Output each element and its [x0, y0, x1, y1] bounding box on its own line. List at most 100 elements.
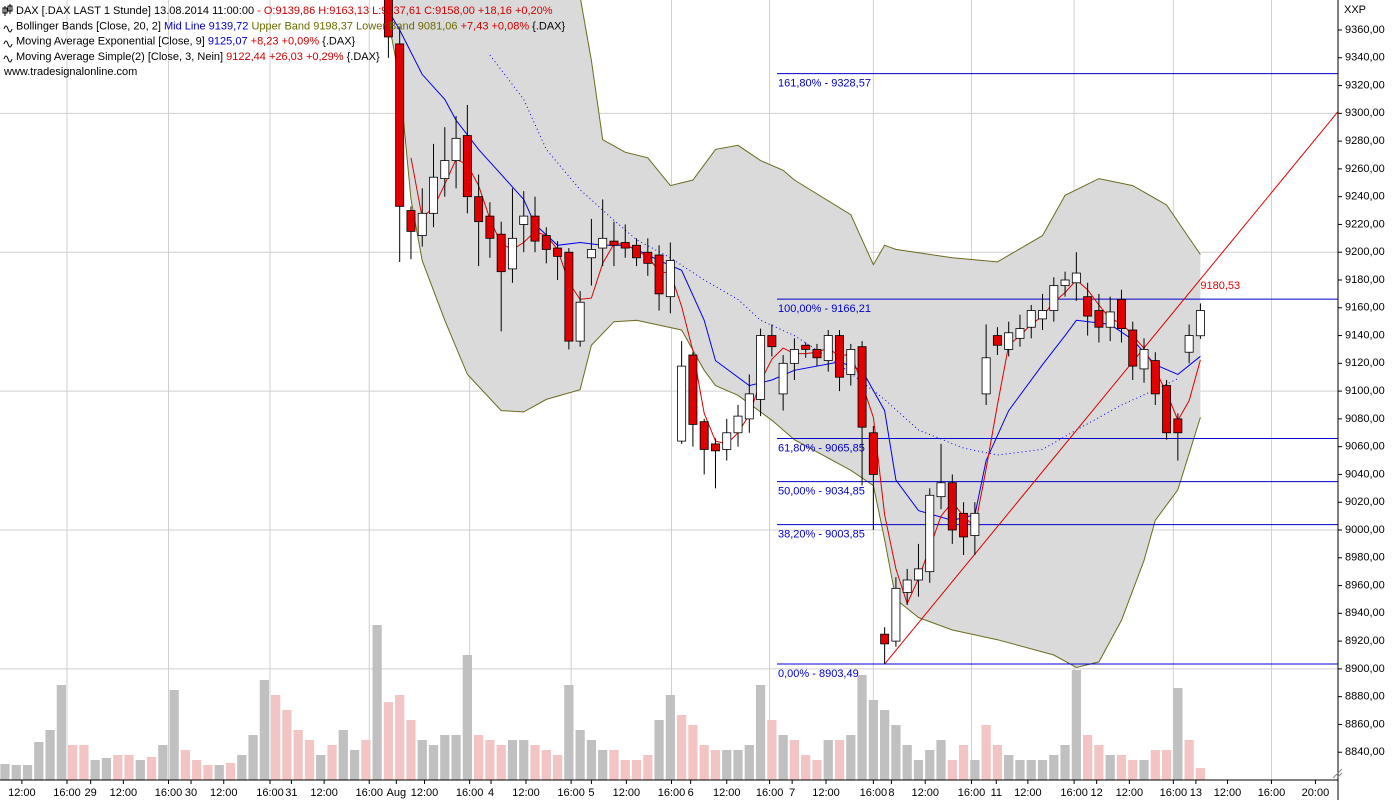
volume-bar: [1116, 755, 1127, 780]
volume-bar: [868, 700, 878, 780]
volume-bar: [0, 764, 10, 780]
candle-body: [846, 349, 856, 375]
volume-bar: [710, 750, 721, 780]
candle-body: [383, 0, 393, 38]
candle-body: [880, 633, 890, 645]
volume-bar: [192, 760, 202, 780]
candle-body: [835, 335, 844, 378]
legend-line: Moving Average Exponential [Close, 9] 91…: [16, 36, 356, 48]
x-tick-label: 31: [285, 787, 297, 799]
legend-text: {.DAX}: [347, 51, 380, 63]
candle-body: [620, 242, 630, 249]
legend-text: - O:9139,86 H:9163,13 L:9137,61 C:9158,0…: [257, 5, 553, 17]
volume-bar: [1184, 740, 1194, 780]
volume-bar: [68, 745, 78, 780]
candle-body: [575, 301, 585, 342]
candle-body: [1184, 335, 1194, 353]
legend-text: Mid Line 9139,72: [164, 20, 251, 32]
volume-bar: [801, 755, 811, 780]
volume-bar: [158, 745, 168, 780]
volume-bar: [1060, 745, 1070, 780]
volume-bar: [169, 690, 179, 780]
volume-bar: [1037, 760, 1048, 780]
legend-text: +8,23 +0,09%: [251, 36, 323, 48]
volume-bar: [857, 675, 867, 780]
volume-bar: [677, 715, 687, 780]
y-tick-label: 8900,00: [1345, 663, 1385, 675]
indicator-line: [489, 54, 1179, 456]
volume-bar: [146, 757, 157, 780]
candle-body: [936, 482, 946, 498]
fib-label: 38,20% - 9003,85: [778, 529, 865, 541]
volume-bar: [688, 725, 698, 780]
candle-body: [508, 237, 517, 270]
candle-body: [541, 235, 551, 250]
candle-body: [767, 335, 777, 348]
volume-bar: [440, 735, 450, 780]
x-tick-label: 12:00: [1116, 787, 1144, 799]
y-tick-label: 9220,00: [1345, 218, 1385, 230]
candle-body: [1139, 349, 1149, 370]
volume-bar: [304, 740, 315, 780]
volume-bar: [349, 750, 360, 780]
volume-bar: [744, 745, 754, 780]
volume-bar: [34, 742, 44, 780]
fib-label: 161,80% - 9328,57: [778, 78, 871, 90]
x-tick-label: 16:00: [756, 787, 784, 799]
y-tick-label: 9360,00: [1345, 24, 1385, 36]
x-tick-label: 12:00: [911, 787, 939, 799]
volume-bar: [293, 730, 303, 780]
fib-label: 50,00% - 9034,85: [778, 486, 865, 498]
candle-body: [699, 421, 709, 450]
candle-body: [733, 415, 743, 434]
volume-bar: [519, 740, 529, 780]
fib-label: 61,80% - 9065,85: [778, 442, 865, 454]
legend-text: DAX [.DAX LAST 1 Stunde] 13.08.2014 11:0…: [16, 5, 257, 17]
candle-body: [496, 233, 506, 273]
legend-text: 9122,44 +26,03 +0,29%: [226, 51, 347, 63]
y-tick-label: 9160,00: [1345, 302, 1385, 314]
legend-text: 9125,07: [208, 36, 251, 48]
candle-body: [462, 135, 472, 198]
volume-bar: [722, 750, 732, 780]
x-tick-label: 12: [1091, 787, 1103, 799]
volume-bar: [609, 750, 619, 780]
band-fill: [388, 0, 1201, 668]
x-tick-label: 16:00: [155, 787, 183, 799]
candle-body: [812, 349, 822, 359]
volume-bar: [1015, 760, 1025, 780]
candle-body: [598, 237, 608, 249]
candle-body: [970, 512, 980, 536]
legend-text: www.tradesignalonline.com: [3, 66, 137, 78]
fib-label: 0,00% - 8903,49: [778, 668, 859, 680]
x-tick-label: 12:00: [613, 787, 641, 799]
line-icon: [3, 55, 13, 63]
y-tick-label: 9320,00: [1345, 79, 1385, 91]
x-tick-label: 29: [85, 787, 97, 799]
legend-line: Bollinger Bands [Close, 20, 2] Mid Line …: [16, 20, 566, 32]
volume-bar: [981, 725, 991, 780]
volume-bar: [248, 735, 258, 780]
candle-body: [925, 494, 935, 573]
y-tick-label: 9300,00: [1345, 107, 1385, 119]
volume-bar: [113, 755, 123, 780]
y-tick-label: 9060,00: [1345, 441, 1385, 453]
volume-bar: [812, 760, 822, 780]
candle-body: [1117, 299, 1126, 330]
x-tick-label: 8: [888, 787, 894, 799]
candle-body: [1105, 311, 1115, 328]
volume-bar: [79, 745, 89, 780]
candle-body: [711, 443, 720, 452]
candle-body: [677, 365, 687, 442]
candle-body: [857, 346, 867, 428]
y-tick-label: 9240,00: [1345, 191, 1385, 203]
volume-bar: [936, 740, 946, 780]
y-tick-label: 9260,00: [1345, 163, 1385, 175]
volume-bar: [22, 765, 33, 780]
volume-bar: [1004, 755, 1014, 780]
candle-body: [902, 579, 912, 593]
candle-body: [586, 249, 596, 259]
